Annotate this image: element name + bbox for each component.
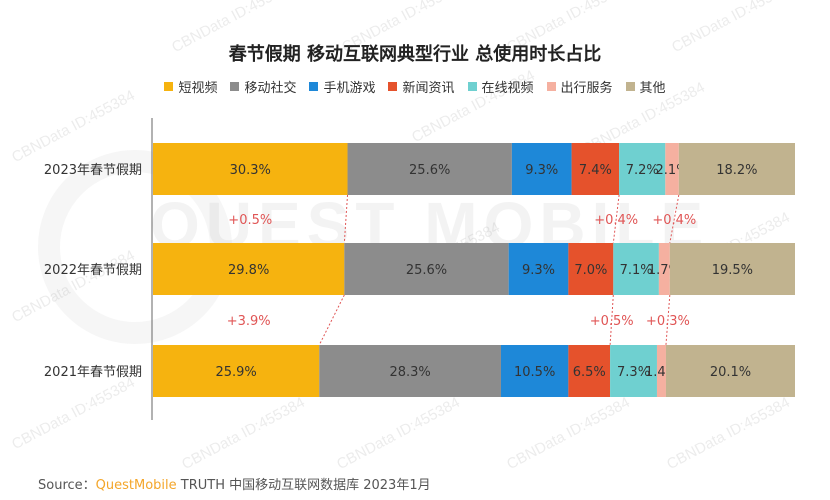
bar-segment [665, 345, 795, 397]
bar-segment [347, 143, 512, 195]
legend-item: 手机游戏 [309, 77, 375, 96]
bar-segment [153, 243, 345, 295]
connector-line [665, 294, 671, 346]
legend-swatch [230, 82, 240, 91]
bar-segment [656, 345, 666, 397]
legend-swatch [625, 82, 635, 91]
data-label: 25.6% [409, 163, 450, 178]
change-annotation: +0.5% [228, 213, 272, 228]
legend-item: 短视频 [164, 77, 217, 96]
data-label: 7.1% [620, 263, 653, 278]
bar-segment [678, 143, 795, 195]
data-label: 9.3% [525, 163, 558, 178]
legend-item: 新闻资讯 [388, 77, 455, 96]
bar-segment [500, 345, 569, 397]
source-rest: TRUTH 中国移动互联网数据库 2023年1月 [176, 478, 431, 493]
chart-title: 春节假期 移动互联网典型行业 总使用时长占比 [228, 44, 602, 65]
data-label: 28.3% [389, 365, 430, 380]
change-annotation: +3.9% [227, 314, 271, 329]
legend-label: 手机游戏 [323, 81, 376, 96]
bar-segment [619, 143, 666, 195]
bar-segment [153, 143, 348, 195]
legend-label: 短视频 [178, 81, 218, 96]
connector-line [318, 294, 345, 346]
bar-segment [508, 243, 569, 295]
bar-segment [665, 143, 679, 195]
change-annotation: +0.4% [594, 213, 638, 228]
data-label: 19.5% [712, 263, 753, 278]
chart-legend: 短视频 移动社交 手机游戏 新闻资讯 在线视频 出行服务 其他 [0, 77, 830, 96]
legend-swatch [388, 82, 398, 91]
source-note: Source：QuestMobile TRUTH 中国移动互联网数据库 2023… [38, 474, 431, 493]
bar-segment [610, 345, 657, 397]
legend-swatch [309, 82, 319, 91]
data-label: 20.1% [710, 365, 751, 380]
bar-segment [153, 345, 320, 397]
category-label: 2021年春节假期 [44, 365, 142, 380]
connector-line [612, 194, 620, 244]
category-label: 2022年春节假期 [44, 263, 142, 278]
bar-segment [571, 143, 620, 195]
category-label: 2023年春节假期 [44, 163, 142, 178]
data-label: 18.2% [716, 163, 757, 178]
legend-swatch [467, 82, 477, 91]
data-label: 7.2% [626, 163, 659, 178]
data-label: 6.5% [573, 365, 606, 380]
bar-segment [568, 345, 611, 397]
data-label: 29.8% [228, 263, 269, 278]
legend-swatch [164, 82, 174, 91]
data-label: 7.3% [617, 365, 650, 380]
connector-line [343, 194, 349, 244]
source-brand: QuestMobile [95, 478, 177, 493]
bar-segment [511, 143, 572, 195]
legend-item: 其他 [625, 77, 666, 96]
bar-segment [568, 243, 614, 295]
change-annotation: +0.3% [646, 314, 690, 329]
bar-segment [344, 243, 509, 295]
legend-swatch [546, 82, 556, 91]
bar-segment [319, 345, 501, 397]
bar-segment [613, 243, 659, 295]
legend-label: 其他 [639, 81, 666, 96]
legend-label: 在线视频 [481, 81, 534, 96]
change-annotation: +0.5% [590, 314, 634, 329]
legend-item: 移动社交 [230, 77, 296, 96]
data-label: 25.9% [215, 365, 256, 380]
bar-segment [658, 243, 670, 295]
data-label: 10.5% [514, 365, 555, 380]
source-prefix: Source： [38, 478, 96, 493]
data-label: 7.4% [579, 163, 612, 178]
data-label: 9.3% [522, 263, 555, 278]
legend-label: 新闻资讯 [402, 81, 455, 96]
change-annotation: +0.4% [652, 213, 696, 228]
legend-item: 出行服务 [546, 77, 613, 96]
legend-label: 出行服务 [560, 81, 613, 96]
legend-label: 移动社交 [244, 81, 297, 96]
legend-item: 在线视频 [467, 77, 534, 96]
bar-segment [669, 243, 795, 295]
data-label: 7.0% [574, 263, 607, 278]
connector-line [609, 294, 614, 346]
data-label: 25.6% [406, 263, 447, 278]
connector-line [669, 194, 680, 244]
data-label: 30.3% [230, 163, 271, 178]
